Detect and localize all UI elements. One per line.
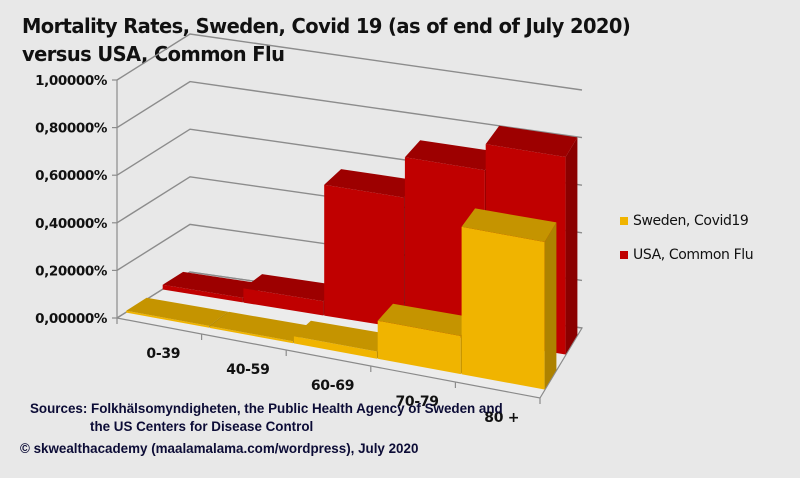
legend: Sweden, Covid19 USA, Common Flu [620,204,754,272]
legend-item-usa: USA, Common Flu [620,238,754,272]
sources-note: Sources: Folkhälsomyndigheten, the Publi… [30,400,503,436]
bar-front-face [243,288,324,316]
gridline [116,80,583,139]
x-tick-label: 80 + [484,410,519,426]
y-tick-label: 1,00000% [35,73,108,89]
y-tick-label: 0,00000% [35,311,108,327]
bar-top-face [293,320,393,352]
y-tick-label: 0,40000% [35,216,108,232]
y-axis-ticks: 0,00000% 0,20000% 0,40000% 0,60000% 0,80000%… [35,73,117,327]
bar-front-face [461,226,545,390]
bar-front-face [293,336,377,359]
chart-title: Mortality Rates, Sweden, Covid 19 (as of… [22,12,631,68]
chart-bars [126,125,578,390]
y-tick-label: 0,80000% [35,121,108,137]
bar-top-face [485,125,578,157]
legend-label-sweden: Sweden, Covid19 [633,213,749,229]
bar-top-face [324,169,420,198]
legend-swatch-sweden [620,217,628,225]
x-tick-label: 40-59 [226,362,269,378]
y-tick-label: 0,60000% [35,168,108,184]
bar-front-face [126,310,210,328]
sources-line-2: the US Centers for Disease Control [90,419,314,434]
bar-top-face [243,274,341,302]
sources-line-1: Sources: Folkhälsomyndigheten, the Publi… [30,401,503,416]
bar-top-face [126,297,228,326]
x-axis-ticks: 0-39 40-59 60-69 70-79 80 + [116,318,541,426]
bar-top-face [162,271,262,298]
bar-top-face [210,311,310,342]
x-tick-label: 70-79 [395,394,438,410]
bar-sweden-80 [461,208,557,390]
copyright-note: © skwealthacademy (maalamalama.com/wordp… [20,441,419,456]
legend-item-sweden: Sweden, Covid19 [620,204,753,238]
bar-front-face [377,320,461,375]
bar-top-face [461,208,557,242]
bar-top-face [377,303,475,336]
gridline [116,33,583,91]
chart-title-line-1: Mortality Rates, Sweden, Covid 19 (as of… [22,14,631,38]
y-tick-label: 0,20000% [35,263,108,279]
bar-top-face [404,140,499,171]
legend-label-usa: USA, Common Flu [633,247,754,263]
x-tick-label: 60-69 [311,378,354,394]
bar-side-face [565,137,578,355]
chart-title-line-2: versus USA, Common Flu [22,42,285,66]
bar-front-face [162,284,243,303]
bar-front-face [324,184,405,329]
x-tick-label: 0-39 [146,346,180,362]
legend-swatch-usa [620,251,628,259]
bar-side-face [544,222,557,390]
bar-front-face [210,326,294,344]
